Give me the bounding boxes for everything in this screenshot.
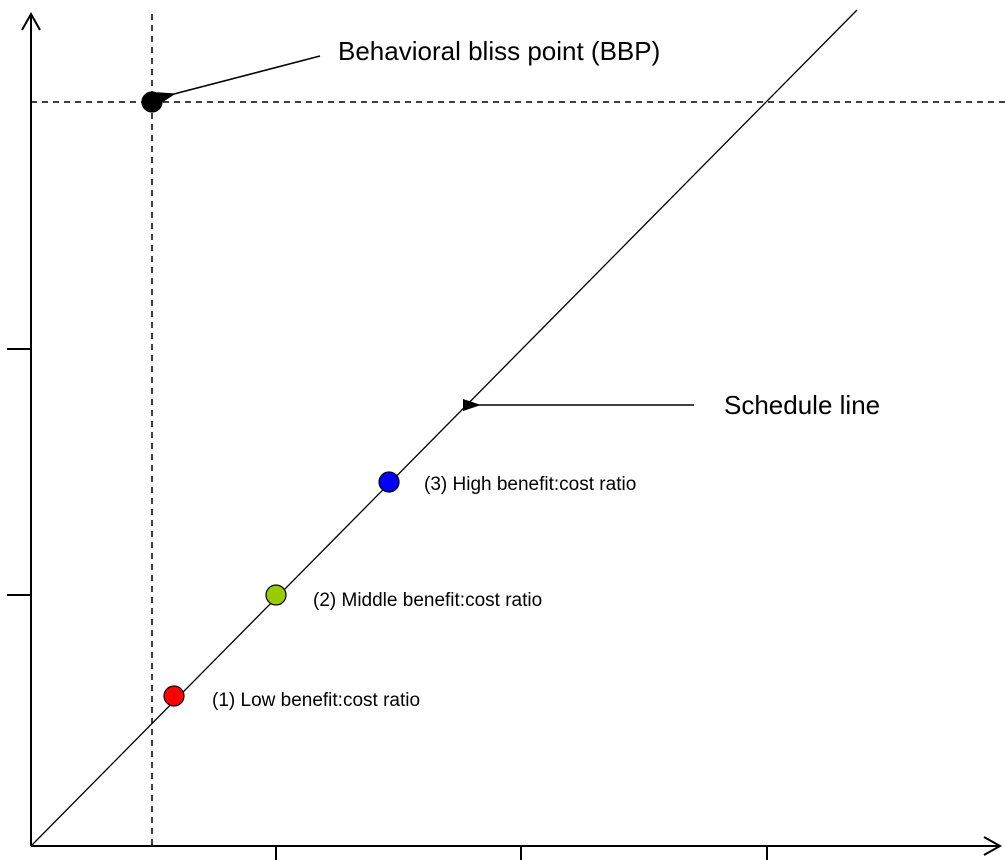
y-axis-arrowhead xyxy=(21,11,41,31)
x-axis-arrowhead xyxy=(983,836,1003,856)
middle-ratio-label: (2) Middle benefit:cost ratio xyxy=(313,590,542,611)
bbp-pointer-arrow xyxy=(157,55,321,104)
low-ratio-label: (1) Low benefit:cost ratio xyxy=(212,690,420,711)
middle-ratio-point xyxy=(265,584,287,606)
schedule-line-label: Schedule line xyxy=(724,390,880,420)
high-ratio-label: (3) High benefit:cost ratio xyxy=(424,474,636,495)
schedule-line xyxy=(30,9,858,847)
bbp-point xyxy=(141,91,163,113)
bbp-label: Behavioral bliss point (BBP) xyxy=(338,36,660,66)
high-ratio-point xyxy=(378,471,400,493)
low-ratio-point xyxy=(163,685,185,707)
